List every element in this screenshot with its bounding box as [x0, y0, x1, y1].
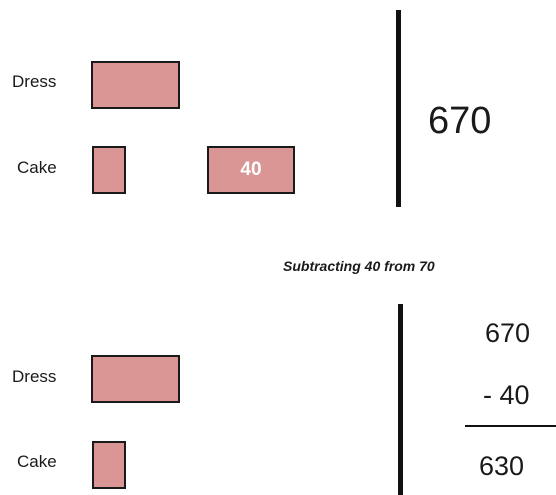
top-forty-value: 40	[240, 159, 262, 180]
top-forty-block: 40	[207, 146, 295, 194]
subtraction-caption: Subtracting 40 from 70	[283, 258, 435, 274]
subtrahend-value: - 40	[483, 380, 530, 410]
result-value: 630	[479, 451, 525, 481]
sum-rule	[465, 425, 556, 427]
top-total: 670	[428, 100, 492, 142]
minuend-value: 670	[485, 318, 531, 348]
top-cake-label: Cake	[17, 158, 57, 177]
bottom-cake-label: Cake	[17, 452, 57, 471]
bottom-cake-bar	[92, 441, 126, 489]
bottom-dress-label: Dress	[12, 367, 57, 386]
bottom-dress-bar	[91, 355, 180, 403]
top-dress-label: Dress	[12, 72, 57, 91]
top-cake-bar	[92, 146, 126, 194]
top-dress-bar	[91, 61, 180, 109]
bottom-divider	[398, 304, 403, 495]
top-divider	[396, 10, 401, 207]
